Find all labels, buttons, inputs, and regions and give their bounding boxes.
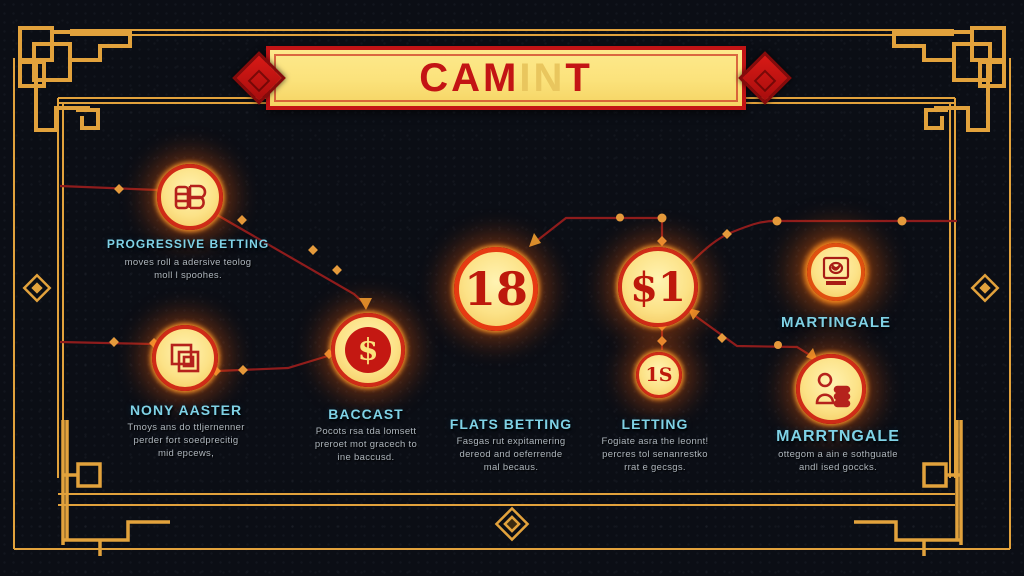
connector-arrowheads	[359, 233, 818, 362]
node-title-letting: LETTING	[621, 416, 689, 432]
node-marrtngale	[796, 354, 866, 424]
circle-symbol-1s: 1S	[645, 364, 673, 386]
dollar-icon: $	[345, 327, 391, 373]
node-baccast: $	[331, 313, 405, 387]
circle-number-18: 18	[463, 262, 528, 316]
banner-word-ghost: IN	[519, 55, 566, 100]
node-nony-aster	[152, 325, 218, 391]
node-desc-nony-aster: Tmoys ans do ttljernenner perder fort so…	[127, 422, 245, 459]
node-title-flats-betting: FLATS BETTING	[449, 416, 573, 432]
coins-icon	[174, 184, 207, 210]
node-title-nony-aster: NONY AASTER	[129, 402, 243, 418]
node-letting-1s: 1S	[636, 352, 682, 398]
node-desc-progressive-betting: moves roll a adersive teolog moll l spoo…	[124, 257, 252, 281]
node-desc-flats-betting: Fasgas rut expitamering dereod and oefer…	[456, 436, 566, 473]
corner-ornament-top-right	[892, 26, 1006, 132]
corner-ornament-top-left	[18, 26, 132, 132]
node-title-baccast: BACCAST	[328, 406, 404, 422]
node-flats-betting: 18	[454, 247, 538, 331]
node-title-marrtngale: MARRTNGALE	[776, 428, 900, 445]
banner-title: CAMINT	[419, 56, 593, 101]
person-coins-icon	[815, 372, 851, 408]
gold-diamond-ornaments	[22, 273, 1000, 542]
node-desc-baccast: Pocots rsa tda lomsett preroet mot grace…	[314, 426, 418, 463]
node-martingale	[807, 243, 865, 301]
circle-symbol-dollar1: $1	[630, 263, 686, 311]
cards-icon	[170, 343, 200, 373]
node-title-martingale: MARTINGALE	[781, 314, 891, 331]
node-letting-dollar: $1	[618, 247, 698, 327]
node-title-progressive-betting: PROGRESSIVE BETTING	[106, 237, 270, 251]
node-progressive-betting	[157, 164, 223, 230]
corner-ornament-bottom-right	[854, 420, 963, 556]
node-desc-marrtngale: ottegom a ain e sothguatle andl ised goc…	[778, 449, 898, 473]
banner-word-start: CAM	[419, 55, 520, 100]
corner-ornament-bottom-left	[61, 420, 170, 556]
banner-word-end: T	[565, 55, 593, 100]
node-desc-letting: Fogiate asra the leonnt! percres tol sen…	[601, 436, 709, 473]
monitor-icon	[822, 256, 850, 285]
title-banner: CAMINT	[266, 46, 746, 110]
